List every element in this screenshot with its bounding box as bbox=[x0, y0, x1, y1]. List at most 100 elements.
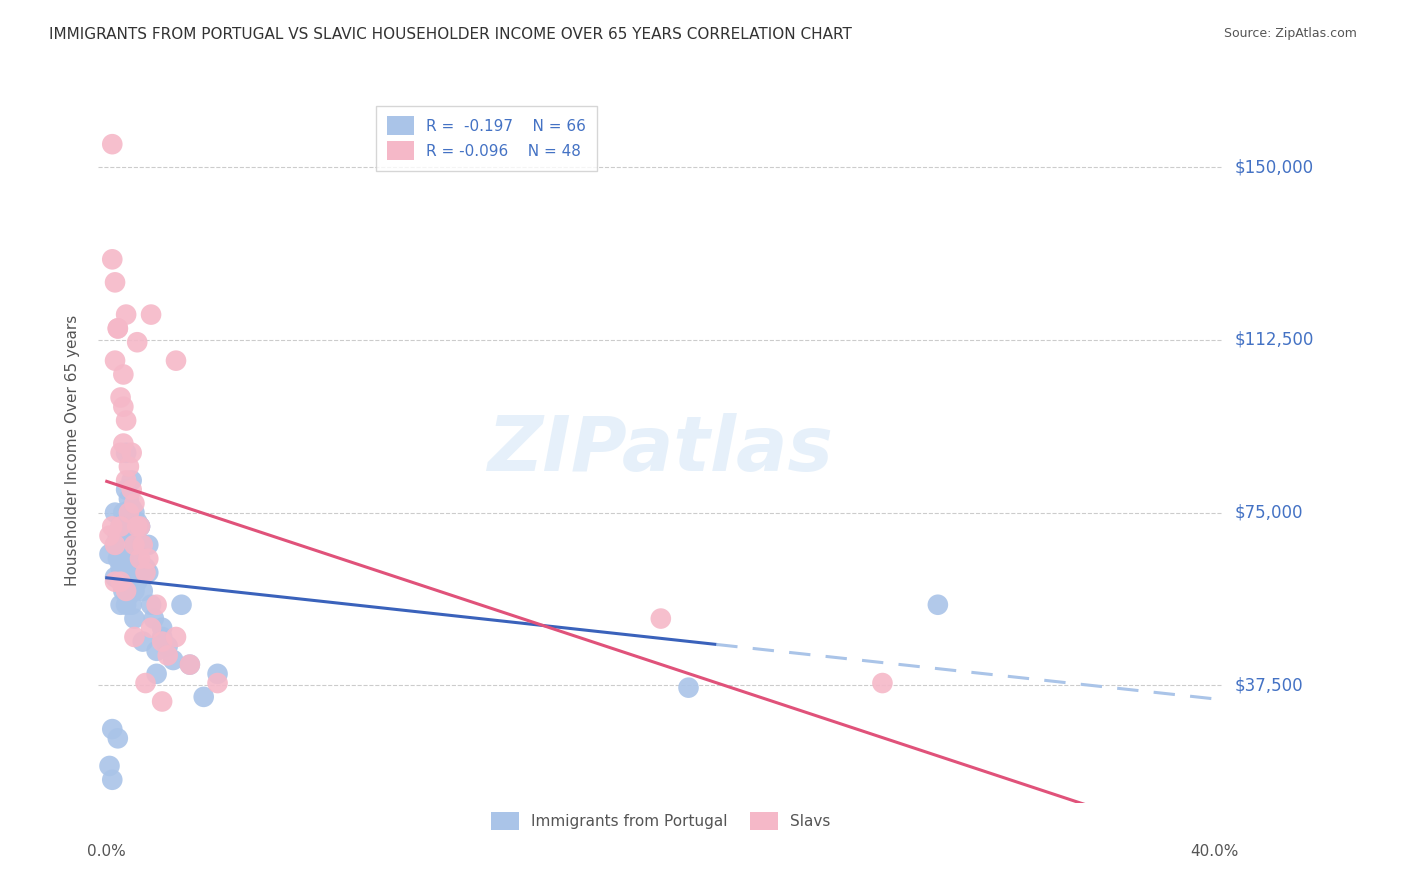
Point bbox=[115, 446, 138, 460]
Point bbox=[650, 611, 672, 625]
Point bbox=[127, 515, 149, 529]
Point bbox=[170, 598, 193, 612]
Text: Source: ZipAtlas.com: Source: ZipAtlas.com bbox=[1223, 27, 1357, 40]
Point bbox=[121, 483, 143, 497]
Point bbox=[112, 506, 135, 520]
Point bbox=[98, 759, 121, 773]
Point bbox=[179, 657, 201, 672]
Point bbox=[124, 630, 146, 644]
Point bbox=[139, 621, 162, 635]
Legend: Immigrants from Portugal, Slavs: Immigrants from Portugal, Slavs bbox=[481, 801, 841, 841]
Point bbox=[127, 574, 149, 589]
Point bbox=[872, 676, 894, 690]
Point bbox=[115, 598, 138, 612]
Point bbox=[115, 566, 138, 580]
Point bbox=[115, 483, 138, 497]
Point bbox=[104, 276, 127, 290]
Point bbox=[124, 506, 146, 520]
Point bbox=[118, 538, 141, 552]
Point bbox=[127, 519, 149, 533]
Point bbox=[98, 529, 121, 543]
Point bbox=[150, 634, 173, 648]
Point bbox=[150, 630, 173, 644]
Point bbox=[118, 506, 141, 520]
Point bbox=[112, 368, 135, 382]
Point bbox=[104, 570, 127, 584]
Point bbox=[101, 252, 124, 267]
Point bbox=[145, 666, 167, 681]
Point bbox=[145, 644, 167, 658]
Point bbox=[145, 598, 167, 612]
Text: $112,500: $112,500 bbox=[1234, 331, 1313, 349]
Point bbox=[104, 506, 127, 520]
Point bbox=[115, 413, 138, 427]
Text: $150,000: $150,000 bbox=[1234, 158, 1313, 177]
Point bbox=[107, 529, 129, 543]
Point bbox=[124, 538, 146, 552]
Point bbox=[207, 676, 229, 690]
Point bbox=[678, 681, 700, 695]
Point bbox=[118, 459, 141, 474]
Point bbox=[110, 547, 132, 561]
Point bbox=[107, 731, 129, 746]
Point bbox=[132, 583, 155, 598]
Point bbox=[129, 519, 152, 533]
Point bbox=[104, 538, 127, 552]
Point bbox=[112, 529, 135, 543]
Point bbox=[134, 561, 156, 575]
Point bbox=[121, 446, 143, 460]
Point bbox=[115, 308, 138, 322]
Point bbox=[124, 496, 146, 510]
Point bbox=[136, 566, 159, 580]
Point bbox=[110, 519, 132, 533]
Point bbox=[124, 566, 146, 580]
Text: 0.0%: 0.0% bbox=[87, 844, 127, 859]
Point bbox=[127, 335, 149, 350]
Point bbox=[115, 583, 138, 598]
Point bbox=[127, 538, 149, 552]
Point bbox=[124, 529, 146, 543]
Point bbox=[134, 676, 156, 690]
Point bbox=[150, 694, 173, 708]
Point bbox=[129, 566, 152, 580]
Point bbox=[107, 321, 129, 335]
Point bbox=[101, 519, 124, 533]
Point bbox=[129, 519, 152, 533]
Point bbox=[110, 446, 132, 460]
Point bbox=[110, 538, 132, 552]
Point bbox=[107, 551, 129, 566]
Text: ZIPatlas: ZIPatlas bbox=[488, 414, 834, 487]
Point bbox=[121, 519, 143, 533]
Point bbox=[150, 621, 173, 635]
Point bbox=[110, 574, 132, 589]
Point bbox=[118, 574, 141, 589]
Point bbox=[129, 551, 152, 566]
Point bbox=[162, 653, 184, 667]
Point bbox=[124, 583, 146, 598]
Point bbox=[115, 506, 138, 520]
Point bbox=[142, 611, 165, 625]
Point bbox=[156, 639, 179, 653]
Point bbox=[136, 538, 159, 552]
Point bbox=[101, 722, 124, 736]
Point bbox=[121, 551, 143, 566]
Point bbox=[107, 321, 129, 335]
Point bbox=[139, 598, 162, 612]
Point bbox=[136, 551, 159, 566]
Point bbox=[115, 529, 138, 543]
Point bbox=[118, 515, 141, 529]
Text: $37,500: $37,500 bbox=[1234, 676, 1303, 694]
Point bbox=[193, 690, 215, 704]
Text: $75,000: $75,000 bbox=[1234, 504, 1303, 522]
Point bbox=[112, 436, 135, 450]
Point bbox=[124, 611, 146, 625]
Point bbox=[110, 391, 132, 405]
Point bbox=[139, 308, 162, 322]
Point bbox=[165, 630, 187, 644]
Point bbox=[121, 501, 143, 516]
Point bbox=[98, 547, 121, 561]
Point bbox=[118, 491, 141, 506]
Point bbox=[134, 566, 156, 580]
Point bbox=[104, 574, 127, 589]
Point bbox=[110, 561, 132, 575]
